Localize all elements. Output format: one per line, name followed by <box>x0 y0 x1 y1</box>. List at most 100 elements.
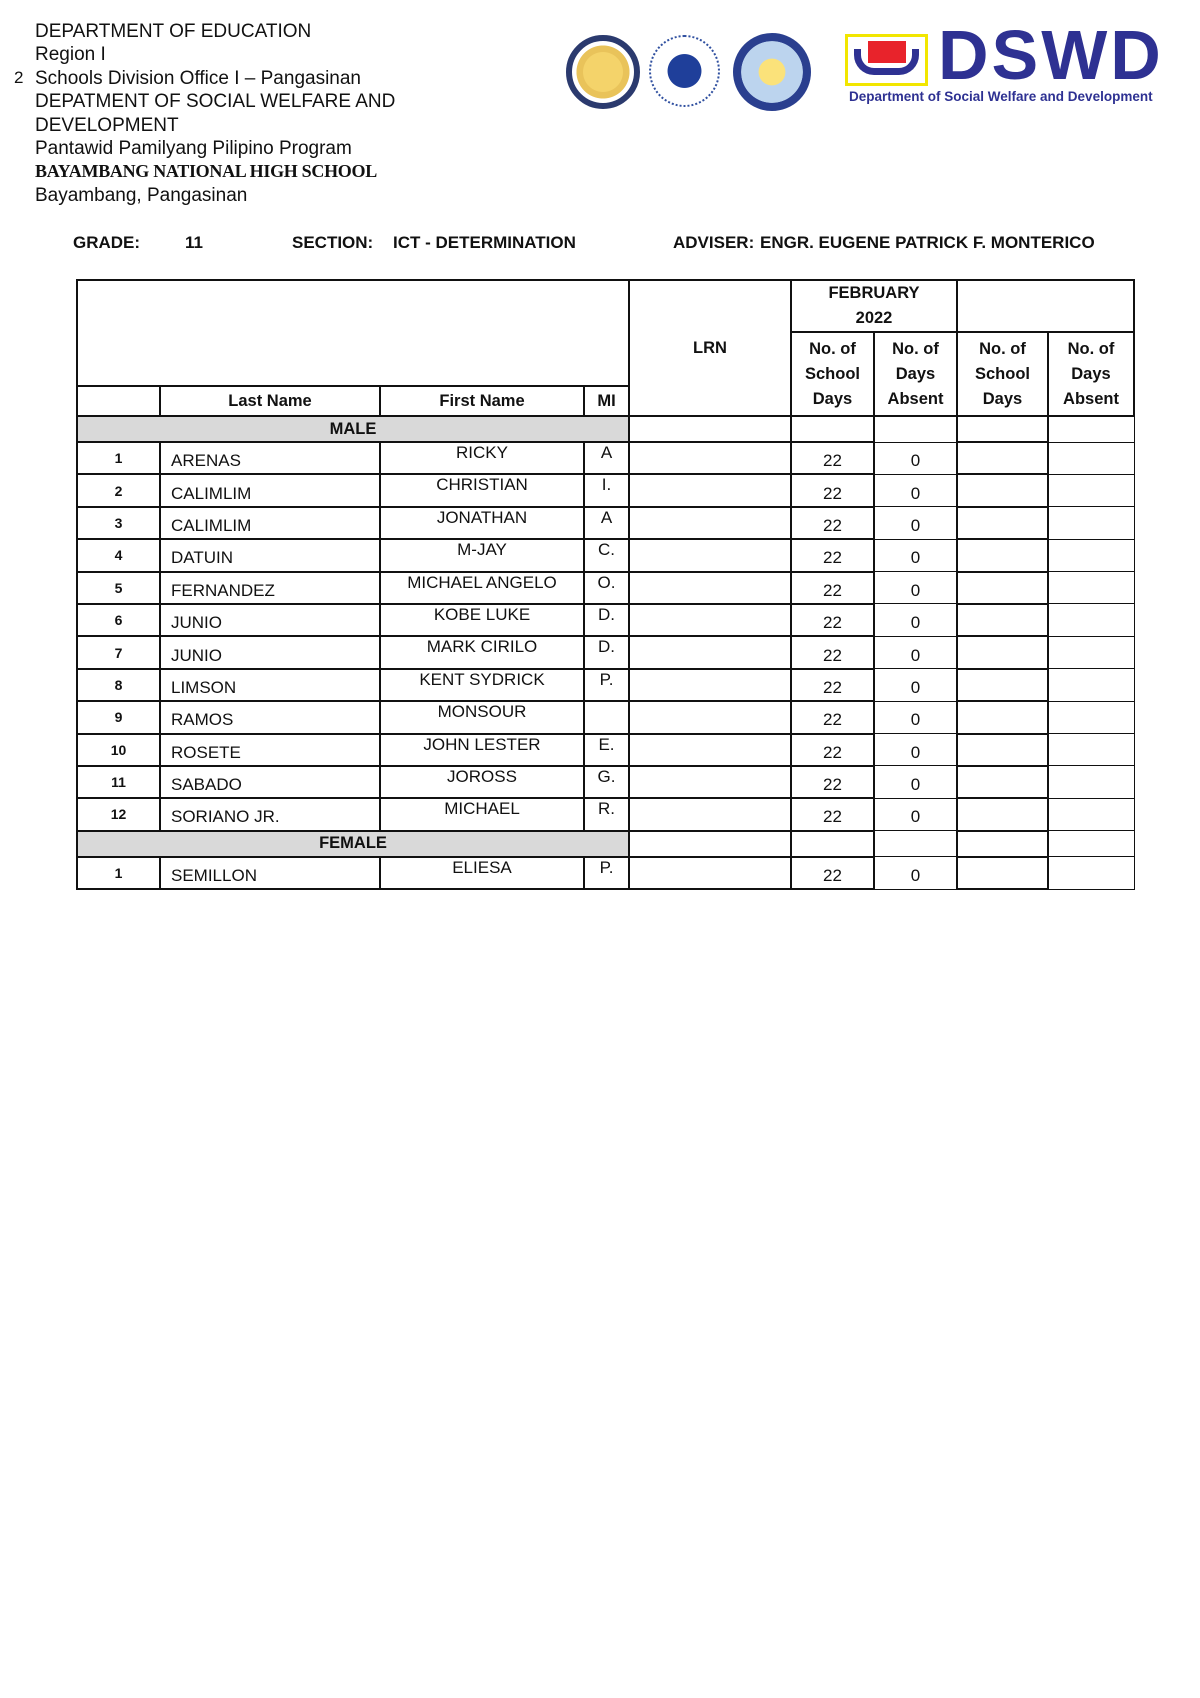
attendance-table: LRN FEBRUARY 2022 No. of School Days No. o… <box>76 279 1135 891</box>
last-name-cell: ROSETE <box>159 732 381 767</box>
deped-seal-logo <box>649 35 720 107</box>
school-days-cell: 22 <box>790 700 875 735</box>
school-days-header: No. of School Days <box>956 331 1049 417</box>
table-row: 3 CALIMLIM JONATHAN A 22 0 <box>76 505 1135 541</box>
lrn-cell <box>628 440 792 476</box>
last-name-cell: SEMILLON <box>159 855 381 891</box>
mi-cell: E. <box>583 732 630 767</box>
section-value: ICT - DETERMINATION <box>393 233 576 252</box>
school-days-cell <box>956 473 1049 508</box>
year-label: 2022 <box>855 309 893 327</box>
header-line: DEPATMENT OF SOCIAL WELFARE AND <box>35 91 396 113</box>
lrn-cell <box>628 635 792 670</box>
days-absent-cell <box>1047 765 1135 799</box>
first-name-cell: KENT SYDRICK <box>379 667 585 703</box>
row-number: 6 <box>76 602 161 638</box>
last-name-cell: ARENAS <box>159 440 381 476</box>
header-line: DEPARTMENT OF EDUCATION <box>35 21 312 42</box>
page-number: 2 <box>14 68 24 87</box>
lrn-cell <box>628 855 792 891</box>
days-absent-cell <box>1047 603 1135 637</box>
school-days-cell <box>956 635 1049 670</box>
days-absent-cell: 0 <box>873 538 958 573</box>
table-row: 4 DATUIN M-JAY C. 22 0 <box>76 538 1135 573</box>
first-name-cell: MARK CIRILO <box>379 635 585 670</box>
school-days-cell <box>956 440 1049 476</box>
lrn-cell <box>628 570 792 605</box>
table-row: 6 JUNIO KOBE LUKE D. 22 0 <box>76 602 1135 638</box>
school-days-cell: 22 <box>790 732 875 767</box>
row-number: 9 <box>76 700 161 735</box>
mi-cell: P. <box>583 855 630 891</box>
row-number: 8 <box>76 667 161 703</box>
header-line: Pantawid Pamilyang Pilipino Program <box>35 138 352 160</box>
lrn-cell <box>628 764 792 800</box>
days-absent-header: No. of Days Absent <box>873 331 958 417</box>
days-absent-cell: 0 <box>873 700 958 735</box>
days-absent-cell: 0 <box>873 668 958 702</box>
school-days-cell: 22 <box>790 602 875 638</box>
school-days-cell: 22 <box>790 570 875 605</box>
dswd-wordmark: DSWD <box>938 16 1164 94</box>
first-name-cell: M-JAY <box>379 538 585 573</box>
school-days-cell: 22 <box>790 538 875 573</box>
table-row: 1 ARENAS RICKY A 22 0 <box>76 440 1135 476</box>
first-name-cell: MONSOUR <box>379 700 585 735</box>
adviser-label: ADVISER: <box>673 233 755 252</box>
school-days-cell: 22 <box>790 635 875 670</box>
first-name-cell: CHRISTIAN <box>379 473 585 508</box>
lrn-header: LRN <box>628 279 792 417</box>
table-row: 10 ROSETE JOHN LESTER E. 22 0 <box>76 732 1135 767</box>
last-name-cell: FERNANDEZ <box>159 570 381 605</box>
row-number: 1 <box>76 855 161 891</box>
table-row: 5 FERNANDEZ MICHAEL ANGELO O. 22 0 <box>76 570 1135 605</box>
group-label: MALE <box>76 415 630 443</box>
row-number: 7 <box>76 635 161 670</box>
school-days-cell <box>956 732 1049 767</box>
cell <box>1047 830 1135 858</box>
last-name-cell: JUNIO <box>159 635 381 670</box>
last-name-cell: SABADO <box>159 764 381 800</box>
days-absent-cell <box>1047 797 1135 832</box>
header-line: DEVELOPMENT <box>35 114 179 136</box>
school-days-cell: 22 <box>790 440 875 476</box>
days-absent-cell: 0 <box>873 441 958 475</box>
letterhead: DEPARTMENT OF EDUCATION Region I Schools… <box>35 20 395 207</box>
mi-cell: R. <box>583 797 630 832</box>
school-days-cell: 22 <box>790 505 875 541</box>
grade-label: GRADE: <box>73 233 141 252</box>
table-row: 2 CALIMLIM CHRISTIAN I. 22 0 <box>76 473 1135 508</box>
days-absent-cell: 0 <box>873 473 958 508</box>
days-absent-header: No. of Days Absent <box>1047 331 1135 417</box>
section-label: SECTION: <box>292 233 374 252</box>
table-row: 12 SORIANO JR. MICHAEL R. 22 0 <box>76 797 1135 832</box>
cell <box>956 829 1049 858</box>
lrn-cell <box>628 538 792 573</box>
first-name-cell: JOROSS <box>379 764 585 800</box>
grade-value: 11 <box>185 233 203 252</box>
cell <box>790 415 875 443</box>
days-absent-cell <box>1047 473 1135 508</box>
days-absent-cell: 0 <box>873 635 958 670</box>
school-days-cell <box>956 602 1049 638</box>
dswd-subtitle: Department of Social Welfare and Develop… <box>849 89 1153 104</box>
table-row: 11 SABADO JOROSS G. 22 0 <box>76 764 1135 800</box>
table-row: 1 SEMILLON ELIESA P. 22 0 <box>76 855 1135 891</box>
first-name-header: First Name <box>379 385 585 417</box>
header-line: Region I <box>35 44 106 66</box>
mi-cell: D. <box>583 602 630 638</box>
school-days-cell: 22 <box>790 797 875 832</box>
last-name-cell: CALIMLIM <box>159 505 381 541</box>
days-absent-cell: 0 <box>873 797 958 832</box>
last-name-header: Last Name <box>159 385 381 417</box>
cell <box>873 830 958 858</box>
mi-cell: C. <box>583 538 630 573</box>
days-absent-cell: 0 <box>873 856 958 890</box>
first-name-cell: JONATHAN <box>379 505 585 541</box>
last-name-cell: CALIMLIM <box>159 473 381 508</box>
group-label: FEMALE <box>76 829 630 858</box>
row-number: 4 <box>76 538 161 573</box>
table-row: 7 JUNIO MARK CIRILO D. 22 0 <box>76 635 1135 670</box>
days-absent-cell <box>1047 668 1135 702</box>
school-days-cell: 22 <box>790 667 875 703</box>
